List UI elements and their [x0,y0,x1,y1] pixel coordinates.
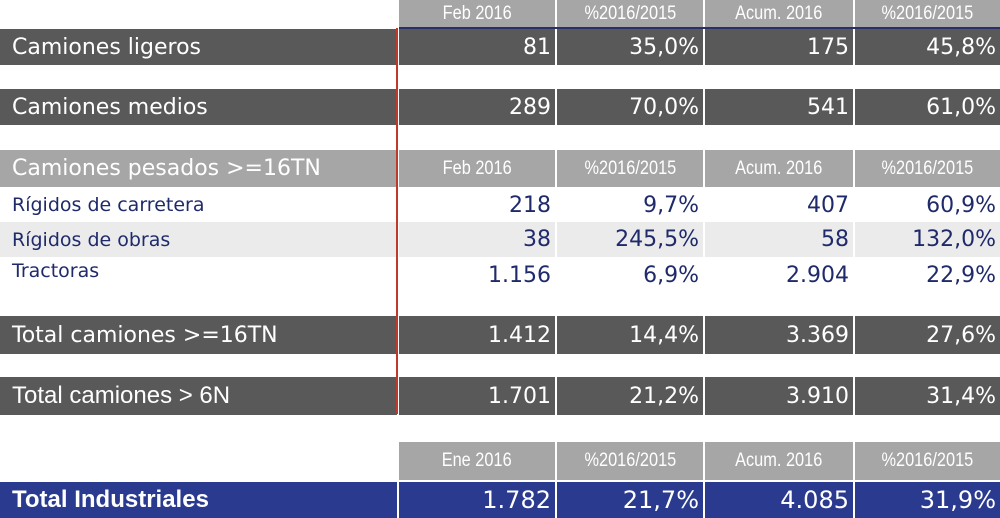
cell-acum: 3.910 [705,377,853,415]
header-col-pct-month: %2016/2015 [557,442,703,480]
cell-acum: 3.369 [705,316,853,354]
header-col-acum: Acum. 2016 [705,442,853,480]
cell-acum: 407 [807,192,849,218]
table-row-total-industriales: Total Industriales 1.782 21,7% 4.085 31,… [0,482,1000,518]
row-label: Total Industriales [0,482,397,518]
section-title-pesados: Camiones pesados >=16TN [0,150,397,187]
header-row-pesados: Camiones pesados >=16TN Feb 2016 %2016/2… [0,150,1000,187]
cell-pct-acum: 60,9% [926,192,996,218]
header-col-pct-acum: %2016/2015 [855,150,1000,187]
cell-acum: 4.085 [705,482,853,518]
cell-month: 1.156 [488,262,551,288]
cell-acum: 175 [705,29,853,65]
cell-pct-month: 6,9% [643,262,699,288]
header-col-acum: Acum. 2016 [705,0,853,27]
header-col-month: Feb 2016 [399,0,555,27]
header-col-pct-acum: %2016/2015 [855,442,1000,480]
column-divider-line [396,28,398,414]
table-row-total-6n: Total camiones > 6N 1.701 21,2% 3.910 31… [0,377,1000,415]
cell-pct-acum: 45,8% [855,29,1000,65]
header-top-rule [399,27,1000,29]
header-col-pct-month: %2016/2015 [557,150,703,187]
row-label: Camiones ligeros [0,29,397,65]
header-col-month: Ene 2016 [399,442,555,480]
cell-month: 1.701 [399,377,555,415]
table-row-medios: Camiones medios 289 70,0% 541 61,0% [0,89,1000,125]
cell-pct-month: 14,4% [557,316,703,354]
cell-pct-month: 245,5% [557,222,703,257]
cell-pct-acum: 31,9% [855,482,1000,518]
cell-pct-month: 9,7% [643,192,699,218]
cell-pct-acum: 22,9% [926,262,996,288]
header-col-month: Feb 2016 [399,150,555,187]
header-col-pct-acum: %2016/2015 [855,0,1000,27]
cell-month: 218 [509,192,551,218]
cell-pct-acum: 61,0% [855,89,1000,125]
cell-month: 289 [399,89,555,125]
cell-pct-acum: 132,0% [855,222,1000,257]
cell-pct-acum: 31,4% [855,377,1000,415]
table-row-total-16tn: Total camiones >=16TN 1.412 14,4% 3.369 … [0,316,1000,354]
row-label: Tractoras [12,260,100,282]
header-blank [0,0,397,27]
table-row-tractoras: Tractoras 1.156 6,9% 2.904 22,9% [0,257,1000,293]
header-blank [0,442,397,480]
cell-pct-month: 21,2% [557,377,703,415]
cell-month: 38 [399,222,555,257]
table-row-rigidos-carretera: Rígidos de carretera 218 9,7% 407 60,9% [0,188,1000,222]
cell-month: 1.412 [399,316,555,354]
row-label: Rígidos de obras [0,222,397,257]
row-label: Camiones medios [0,89,397,125]
row-label: Total camiones >=16TN [0,316,397,354]
cell-acum: 58 [705,222,853,257]
row-label: Rígidos de carretera [12,194,205,216]
header-row-bottom: Ene 2016 %2016/2015 Acum. 2016 %2016/201… [0,442,1000,480]
table-row-ligeros: Camiones ligeros 81 35,0% 175 45,8% [0,29,1000,65]
cell-month: 1.782 [399,482,555,518]
cell-month: 81 [399,29,555,65]
cell-acum: 541 [705,89,853,125]
cell-pct-month: 35,0% [557,29,703,65]
header-col-pct-month: %2016/2015 [557,0,703,27]
table-row-rigidos-obras: Rígidos de obras 38 245,5% 58 132,0% [0,222,1000,257]
cell-pct-acum: 27,6% [855,316,1000,354]
row-label: Total camiones > 6N [0,377,397,415]
cell-pct-month: 21,7% [557,482,703,518]
cell-pct-month: 70,0% [557,89,703,125]
cell-acum: 2.904 [786,262,849,288]
header-col-acum: Acum. 2016 [705,150,853,187]
header-row-top: Feb 2016 %2016/2015 Acum. 2016 %2016/201… [0,0,1000,27]
